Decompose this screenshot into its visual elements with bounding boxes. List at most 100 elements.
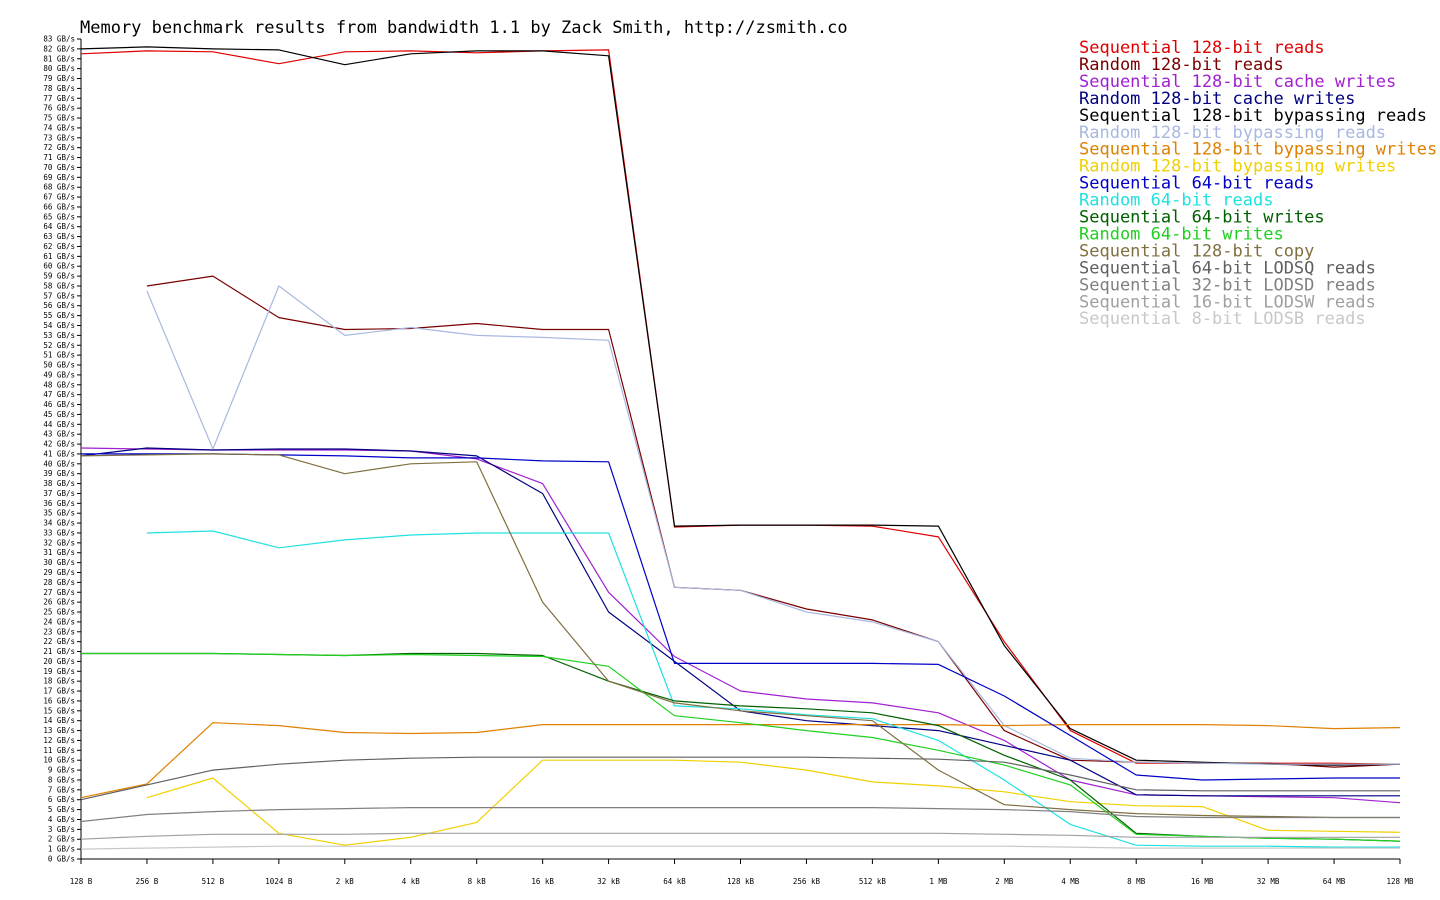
series-line-14 <box>80 756 1400 801</box>
x-tick-label: 1 MB <box>929 877 948 886</box>
y-tick-label: 82 GB/s <box>43 44 75 53</box>
legend-entry: Random 64-bit reads <box>1079 191 1273 211</box>
legend-entry: Sequential 64-bit LODSQ reads <box>1079 258 1376 278</box>
y-tick-label: 58 GB/s <box>43 281 75 290</box>
y-tick-label: 21 GB/s <box>43 647 75 656</box>
y-tick-label: 40 GB/s <box>43 459 75 468</box>
y-tick-label: 61 GB/s <box>43 252 75 261</box>
x-tick-label: 16 MB <box>1191 877 1214 886</box>
y-tick-label: 59 GB/s <box>43 272 75 281</box>
y-tick-label: 25 GB/s <box>43 608 75 617</box>
x-tick-label: 512 kB <box>859 877 887 886</box>
y-tick-label: 76 GB/s <box>43 104 75 113</box>
series-line-12 <box>81 652 1401 842</box>
series-line-13 <box>80 453 1400 819</box>
y-tick-label: 41 GB/s <box>43 449 75 458</box>
legend-entry: Sequential 32-bit LODSD reads <box>1079 275 1376 295</box>
y-tick-label: 26 GB/s <box>43 598 75 607</box>
y-tick-label: 14 GB/s <box>43 716 75 725</box>
y-tick-label: 72 GB/s <box>43 143 75 152</box>
legend-entry: Sequential 128-bit copy <box>1079 241 1314 261</box>
x-tick-label: 4 kB <box>402 877 421 886</box>
series-line-7 <box>80 722 1401 799</box>
y-tick-label: 27 GB/s <box>43 588 75 597</box>
x-tick-label: 8 MB <box>1127 877 1146 886</box>
y-tick-label: 70 GB/s <box>43 163 75 172</box>
x-tick-label: 16 kB <box>531 877 554 886</box>
series-line-2 <box>146 275 1401 768</box>
x-tick-label: 4 MB <box>1061 877 1080 886</box>
y-tick-label: 9 GB/s <box>48 766 75 775</box>
legend-entry: Sequential 128-bit cache writes <box>1079 72 1396 92</box>
y-tick-label: 13 GB/s <box>43 726 75 735</box>
y-tick-label: 35 GB/s <box>43 509 75 518</box>
series-line-5 <box>80 46 1401 766</box>
y-tick-label: 7 GB/s <box>48 785 75 794</box>
y-tick-label: 57 GB/s <box>43 291 75 300</box>
x-tick-label: 512 B <box>202 877 225 886</box>
series-line-11 <box>81 652 1401 842</box>
x-tick-label: 32 MB <box>1257 877 1280 886</box>
y-tick-label: 1 GB/s <box>48 845 75 854</box>
y-tick-label: 80 GB/s <box>43 64 75 73</box>
y-tick-label: 30 GB/s <box>43 558 75 567</box>
y-tick-label: 60 GB/s <box>43 262 75 271</box>
y-tick-label: 29 GB/s <box>43 568 75 577</box>
legend-entry: Random 128-bit bypassing writes <box>1079 157 1396 177</box>
axes: 0 GB/s1 GB/s2 GB/s3 GB/s4 GB/s5 GB/s6 GB… <box>43 35 1414 887</box>
y-tick-label: 34 GB/s <box>43 519 75 528</box>
y-tick-label: 79 GB/s <box>43 74 75 83</box>
chart-title: Memory benchmark results from bandwidth … <box>80 18 848 38</box>
legend-entry: Random 64-bit writes <box>1079 224 1284 244</box>
x-tick-label: 1024 B <box>265 877 293 886</box>
legend-entry: Sequential 128-bit reads <box>1079 38 1325 58</box>
x-tick-label: 8 kB <box>468 877 487 886</box>
x-tick-label: 2 MB <box>995 877 1014 886</box>
legend-entry: Random 128-bit reads <box>1079 55 1284 75</box>
y-tick-label: 16 GB/s <box>43 696 75 705</box>
y-tick-label: 45 GB/s <box>43 410 75 419</box>
y-tick-label: 51 GB/s <box>43 351 75 360</box>
series-line-17 <box>80 845 1400 850</box>
y-tick-label: 6 GB/s <box>48 795 75 804</box>
y-tick-label: 63 GB/s <box>43 232 75 241</box>
x-tick-label: 128 B <box>70 877 93 886</box>
y-tick-label: 66 GB/s <box>43 202 75 211</box>
y-tick-label: 68 GB/s <box>43 183 75 192</box>
y-tick-label: 49 GB/s <box>43 370 75 379</box>
y-tick-label: 42 GB/s <box>43 440 75 449</box>
x-tick-label: 32 kB <box>597 877 620 886</box>
y-tick-label: 69 GB/s <box>43 173 75 182</box>
series-line-8 <box>146 759 1401 846</box>
y-tick-label: 62 GB/s <box>43 242 75 251</box>
x-tick-label: 2 kB <box>336 877 355 886</box>
y-tick-label: 31 GB/s <box>43 548 75 557</box>
x-tick-label: 128 kB <box>727 877 755 886</box>
x-tick-label: 64 MB <box>1323 877 1346 886</box>
x-tick-label: 64 kB <box>663 877 686 886</box>
y-tick-label: 22 GB/s <box>43 637 75 646</box>
y-tick-label: 2 GB/s <box>48 835 75 844</box>
y-tick-label: 83 GB/s <box>43 35 75 44</box>
y-tick-label: 77 GB/s <box>43 94 75 103</box>
series-line-4 <box>80 447 1400 797</box>
y-tick-label: 18 GB/s <box>43 677 75 686</box>
y-tick-label: 33 GB/s <box>43 528 75 537</box>
y-tick-label: 24 GB/s <box>43 617 75 626</box>
y-tick-label: 4 GB/s <box>48 815 75 824</box>
y-tick-label: 32 GB/s <box>43 538 75 547</box>
y-tick-label: 0 GB/s <box>48 855 75 864</box>
y-tick-label: 65 GB/s <box>43 212 75 221</box>
y-tick-label: 23 GB/s <box>43 627 75 636</box>
legend-entry: Sequential 128-bit bypassing reads <box>1079 106 1427 126</box>
y-tick-label: 74 GB/s <box>43 123 75 132</box>
x-tick-label: 256 kB <box>793 877 821 886</box>
y-tick-label: 11 GB/s <box>43 746 75 755</box>
y-tick-label: 71 GB/s <box>43 153 75 162</box>
y-tick-label: 20 GB/s <box>43 657 75 666</box>
legend-entry: Sequential 64-bit writes <box>1079 208 1325 228</box>
y-tick-label: 43 GB/s <box>43 430 75 439</box>
y-tick-label: 73 GB/s <box>43 133 75 142</box>
y-tick-label: 3 GB/s <box>48 825 75 834</box>
